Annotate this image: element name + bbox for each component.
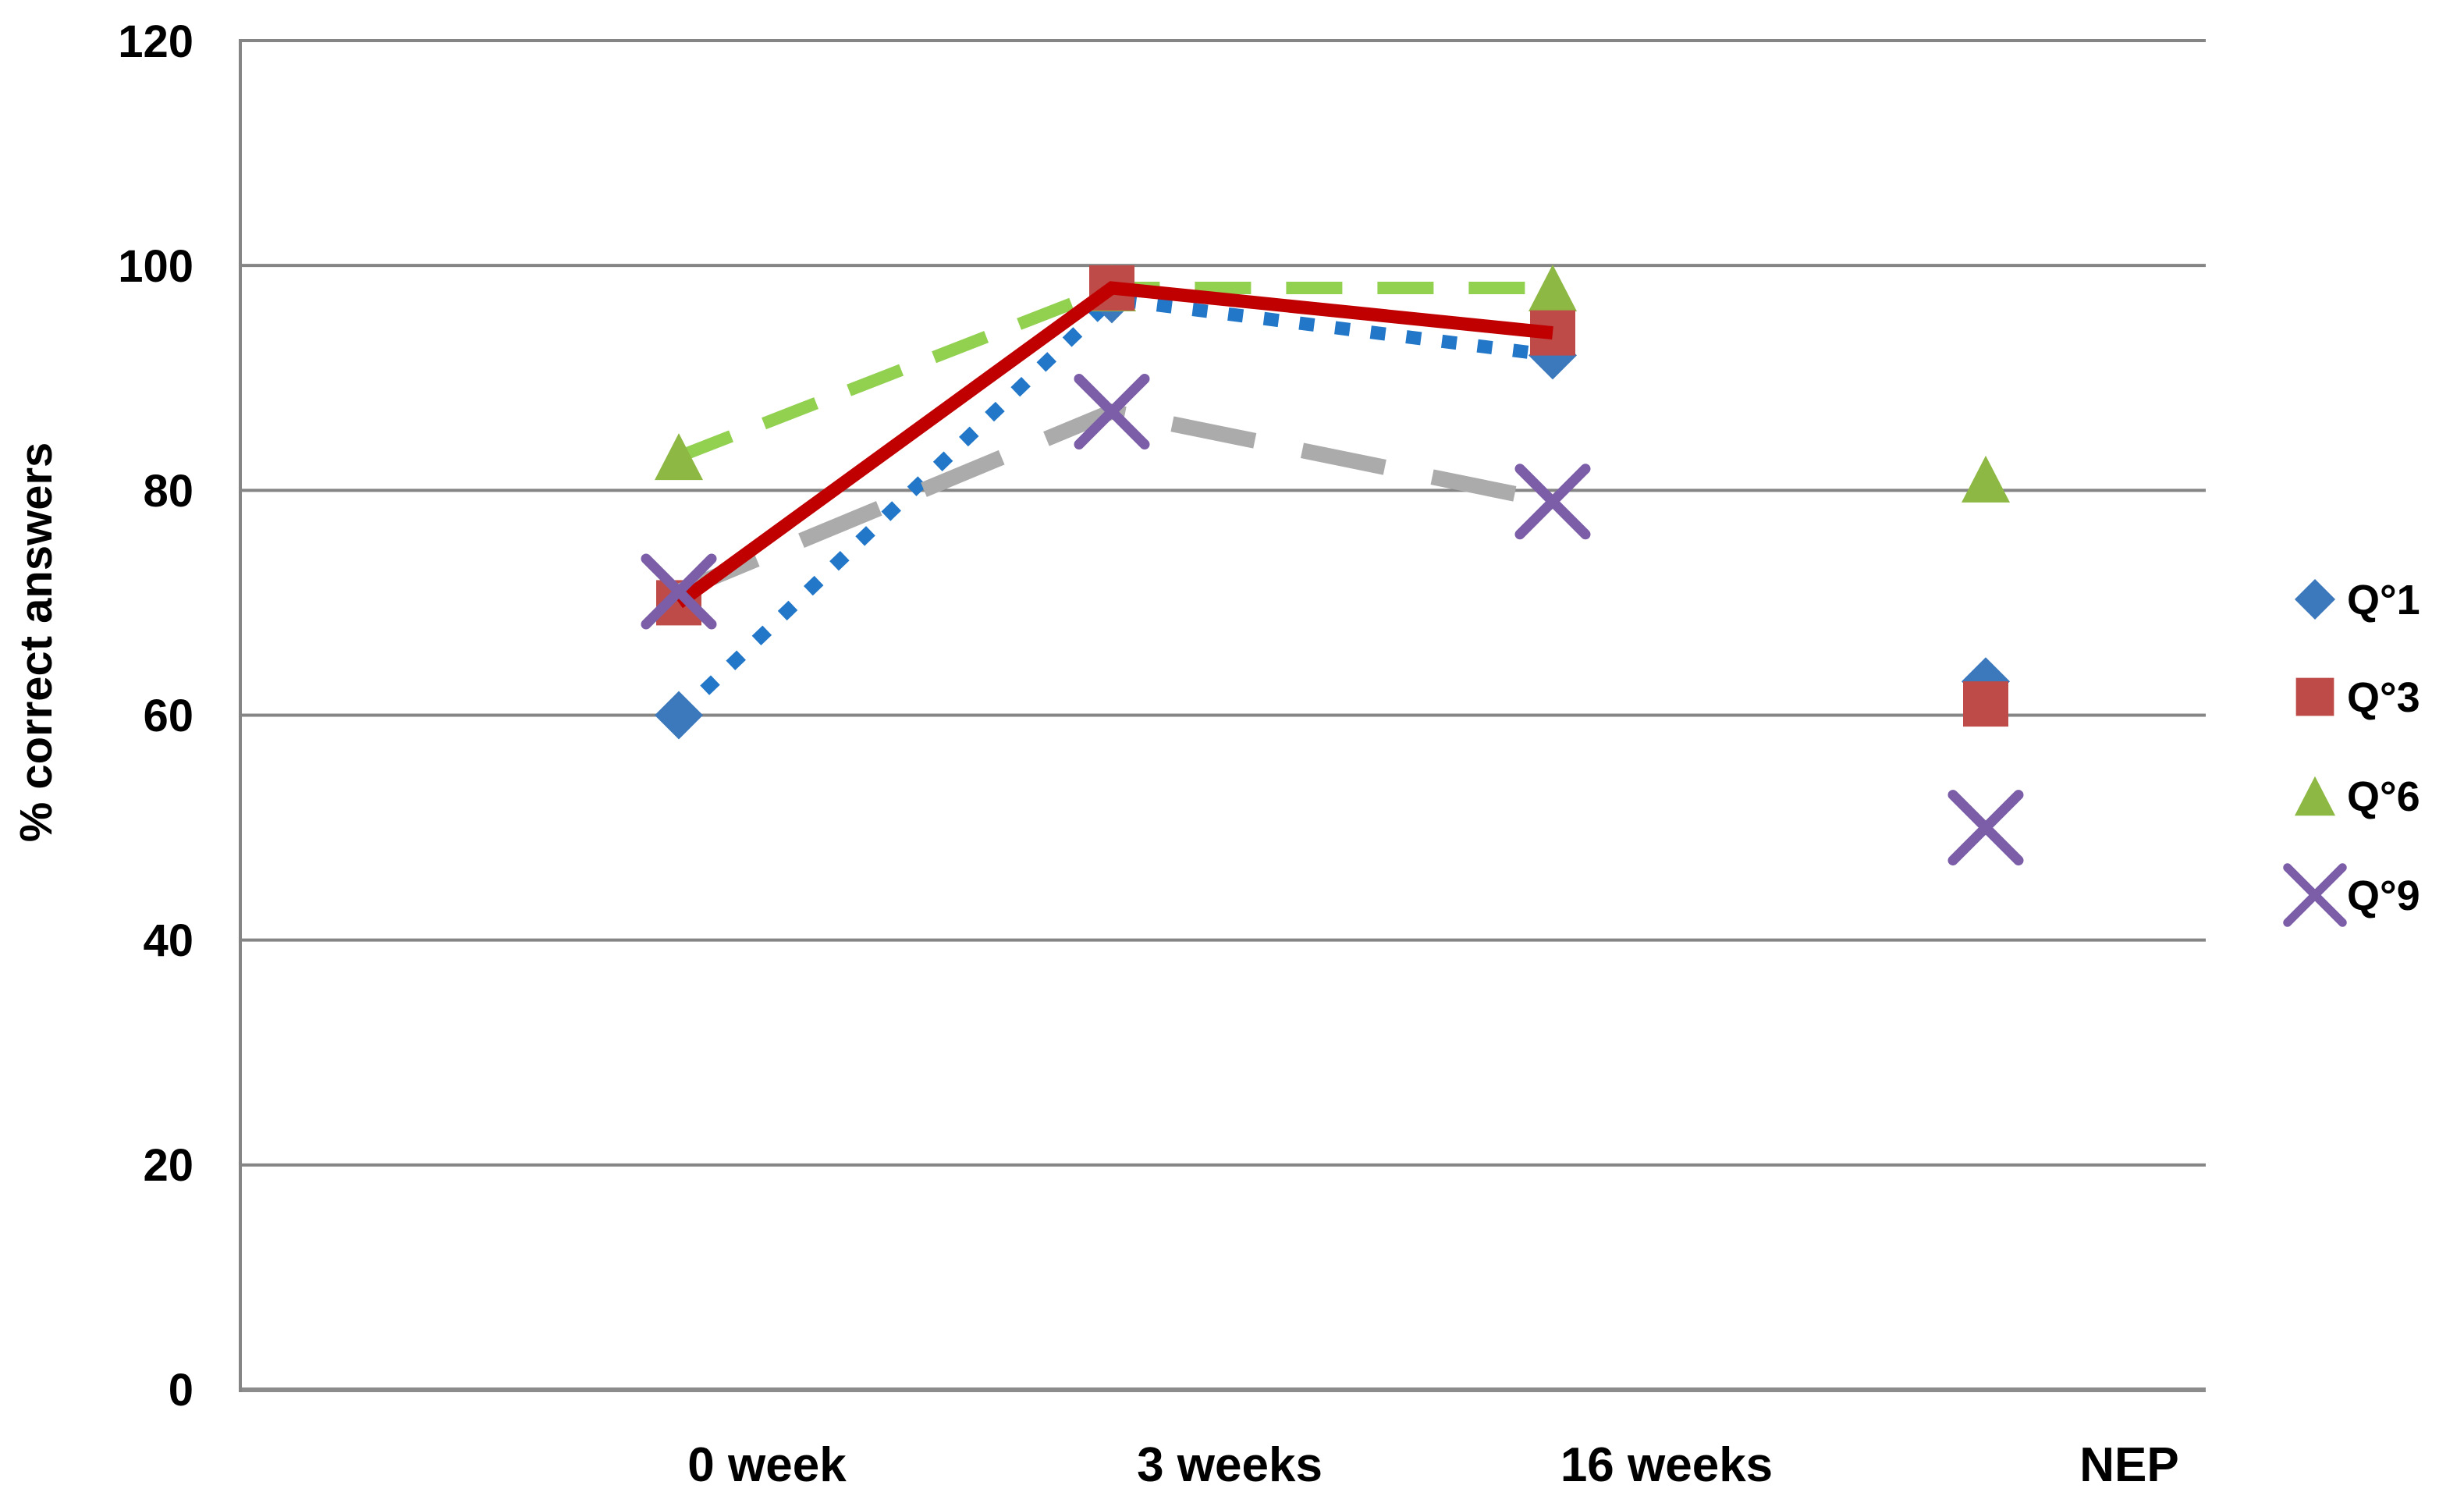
x-label-3-weeks: 3 weeks [1137, 1438, 1323, 1492]
marker-q9-3-weeks [1074, 373, 1150, 449]
y-tick-20: 20 [143, 1140, 193, 1191]
y-axis-tick-labels: 120 100 80 60 40 20 0 [118, 16, 193, 1416]
y-tick-100: 100 [118, 241, 193, 292]
x-label-nep: NEP [2079, 1438, 2178, 1492]
legend-label-q6: Q°6 [2347, 773, 2420, 820]
marker-q9-nep [1947, 790, 2024, 866]
series-line-q3 [675, 281, 1553, 609]
legend: Q°1 Q°3 Q°6 Q°9 [2347, 577, 2420, 919]
marker-q9-16-weeks [1514, 464, 1591, 540]
y-axis-title: % correct answers [11, 442, 62, 843]
legend-marker-q1 [2294, 578, 2336, 620]
legend-marker-q6 [2294, 776, 2336, 816]
y-tick-120: 120 [118, 16, 193, 67]
x-label-0-week: 0 week [687, 1438, 847, 1492]
y-tick-40: 40 [143, 915, 193, 966]
legend-marker-q9 [2283, 863, 2347, 927]
marker-q1-0-week [655, 691, 703, 740]
legend-label-q9: Q°9 [2347, 872, 2420, 919]
y-tick-0: 0 [169, 1365, 193, 1416]
y-tick-60: 60 [143, 691, 193, 741]
legend-markers [2283, 578, 2347, 927]
marker-q9-0-week [641, 553, 717, 630]
x-axis-category-labels: 0 week 3 weeks 16 weeks NEP [687, 1438, 2178, 1492]
legend-label-q1: Q°1 [2347, 577, 2420, 624]
series-layer [641, 264, 2024, 866]
y-tick-80: 80 [143, 466, 193, 517]
x-label-16-weeks: 16 weeks [1560, 1438, 1773, 1492]
legend-label-q3: Q°3 [2347, 674, 2420, 721]
marker-q6-0-week [655, 433, 703, 481]
marker-q6-16-weeks [1528, 264, 1577, 311]
gridlines [240, 39, 2206, 1392]
legend-marker-q3 [2295, 677, 2334, 716]
marker-q6-nep [1962, 455, 2010, 503]
marker-q3-nep [1963, 681, 2008, 727]
